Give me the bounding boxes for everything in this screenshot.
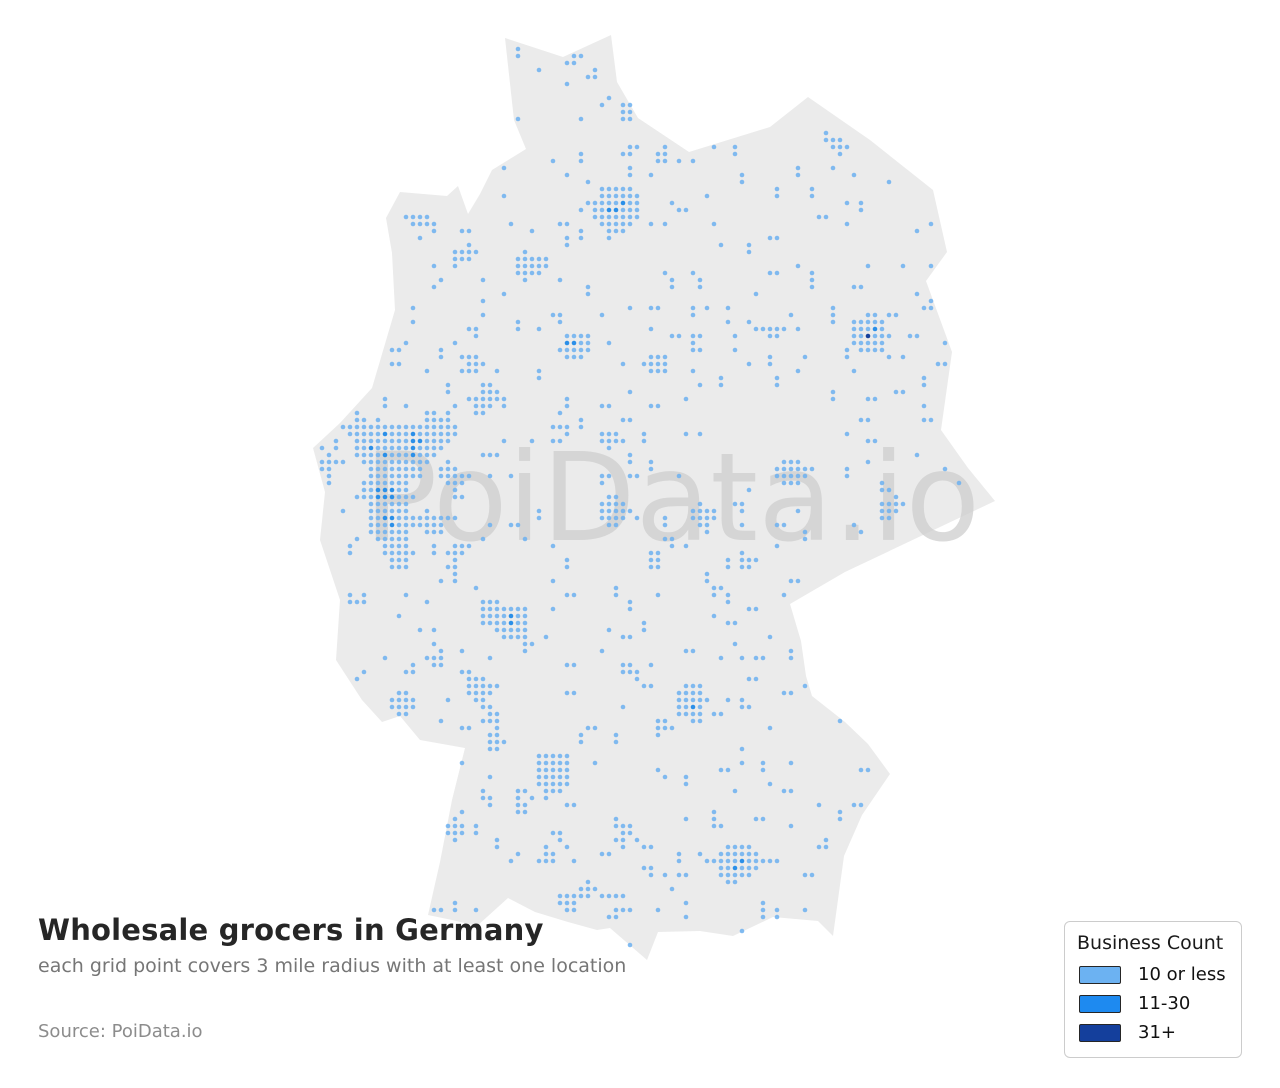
legend-box: Business Count 10 or less 11-30 31+ — [1064, 921, 1242, 1058]
legend-item-label: 10 or less — [1138, 964, 1226, 985]
legend-item: 31+ — [1077, 1018, 1229, 1047]
legend-items: 10 or less 11-30 31+ — [1077, 960, 1229, 1047]
legend-swatch — [1079, 965, 1121, 984]
legend-swatch — [1079, 994, 1121, 1013]
legend-swatch — [1079, 1023, 1121, 1042]
legend-title: Business Count — [1077, 932, 1224, 954]
source-attribution: Source: PoiData.io — [38, 1021, 203, 1042]
legend-item: 11-30 — [1077, 989, 1229, 1018]
business-location-dots — [319, 46, 962, 948]
germany-outline — [313, 35, 995, 960]
legend-item-label: 31+ — [1138, 1022, 1176, 1043]
legend-item-label: 11-30 — [1138, 993, 1191, 1014]
legend-item: 10 or less — [1077, 960, 1229, 989]
